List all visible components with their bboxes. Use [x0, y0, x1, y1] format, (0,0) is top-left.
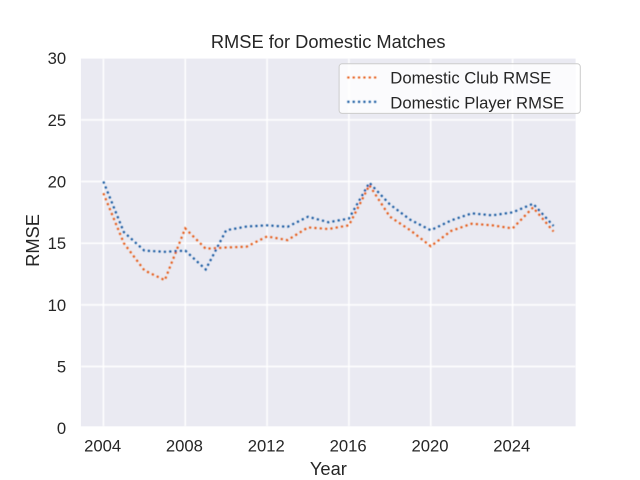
svg-text:10: 10 — [48, 296, 67, 315]
svg-text:RMSE for Domestic Matches: RMSE for Domestic Matches — [211, 31, 446, 52]
svg-text:2024: 2024 — [493, 436, 530, 455]
svg-text:5: 5 — [57, 357, 66, 376]
svg-text:2020: 2020 — [411, 436, 448, 455]
svg-text:20: 20 — [48, 172, 67, 191]
svg-text:Year: Year — [310, 458, 347, 479]
svg-text:2008: 2008 — [166, 436, 203, 455]
svg-text:15: 15 — [48, 234, 67, 253]
svg-text:0: 0 — [57, 419, 66, 438]
svg-text:RMSE: RMSE — [22, 214, 43, 267]
svg-text:25: 25 — [48, 111, 67, 130]
svg-text:Domestic Player RMSE: Domestic Player RMSE — [390, 94, 564, 113]
svg-text:2012: 2012 — [248, 436, 285, 455]
svg-text:30: 30 — [48, 49, 67, 68]
svg-text:2004: 2004 — [84, 436, 121, 455]
svg-text:Domestic Club RMSE: Domestic Club RMSE — [390, 68, 551, 87]
svg-text:2016: 2016 — [330, 436, 367, 455]
